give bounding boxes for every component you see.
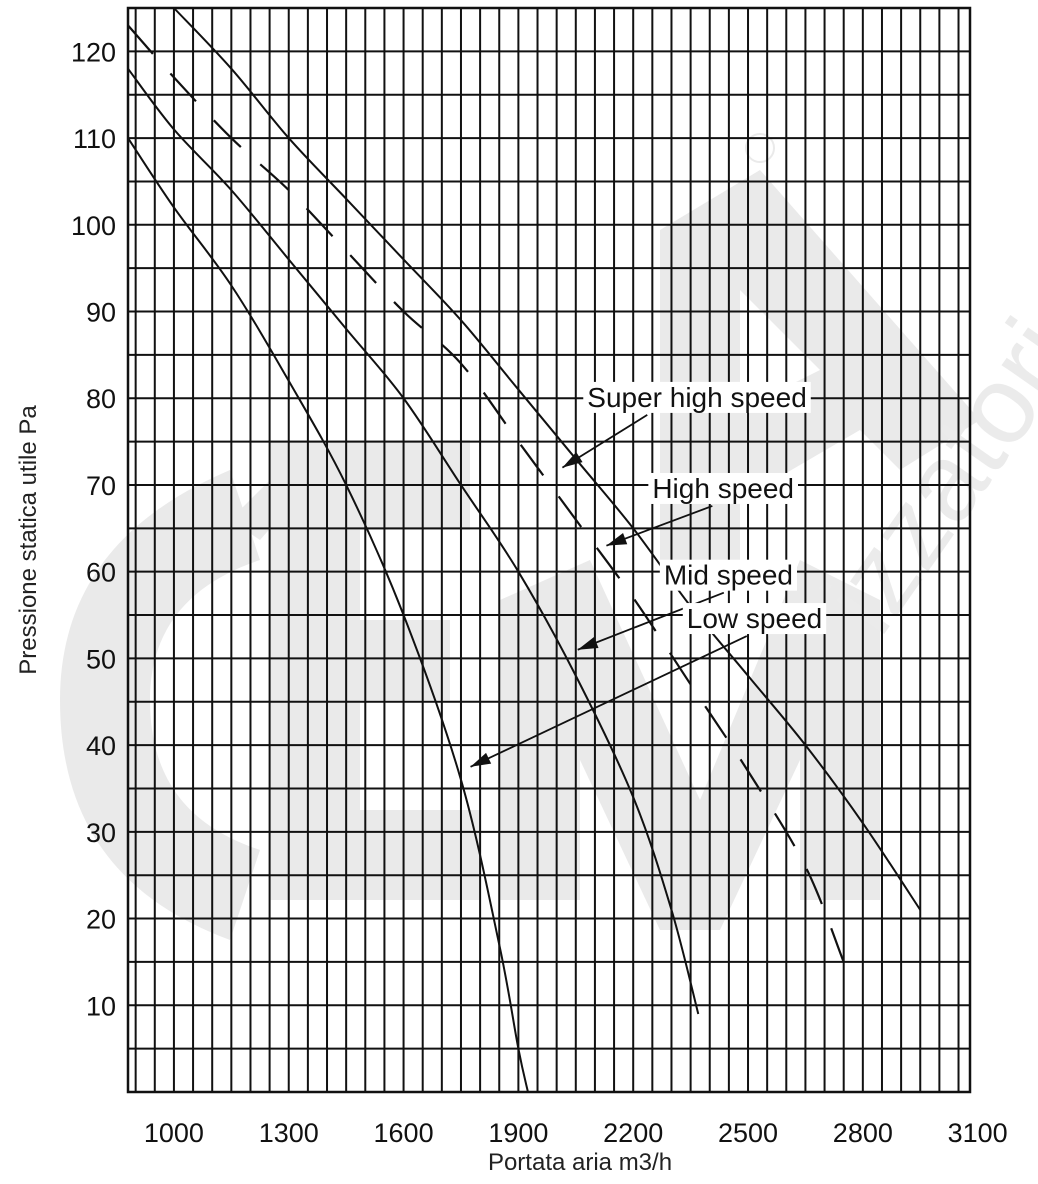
y-tick-label: 50 xyxy=(86,644,116,674)
y-axis-title: Pressione statica utile Pa xyxy=(15,405,42,675)
label-arrowhead xyxy=(562,451,583,468)
y-tick-label: 100 xyxy=(71,211,116,241)
y-tick-label: 80 xyxy=(86,384,116,414)
y-tick-label: 40 xyxy=(86,731,116,761)
x-tick-label: 1300 xyxy=(259,1118,319,1148)
y-tick-label: 20 xyxy=(86,905,116,935)
y-tick-label: 120 xyxy=(71,37,116,67)
series-label: Low speed xyxy=(687,603,822,634)
y-tick-labels: 10 20 30 40 50 60 70 80 90 100 110 120 xyxy=(71,37,116,1021)
y-tick-label: 60 xyxy=(86,558,116,588)
watermark: izzatori d'a xyxy=(60,133,1038,940)
x-axis-title: Portata aria m3/h xyxy=(488,1149,672,1176)
labels-layer: Super high speed High speed Mid speed Low s… xyxy=(470,381,827,768)
label-background xyxy=(583,381,811,413)
y-tick-label: 70 xyxy=(86,471,116,501)
x-tick-label: 2200 xyxy=(603,1118,663,1148)
x-tick-label: 1600 xyxy=(374,1118,434,1148)
x-tick-label: 3100 xyxy=(948,1118,1008,1148)
x-tick-label: 2800 xyxy=(833,1118,893,1148)
plot-frame xyxy=(126,6,972,1094)
label-arrowhead xyxy=(606,533,628,546)
label-arrowhead xyxy=(577,636,599,650)
label-leader-line xyxy=(470,635,748,768)
label-background xyxy=(682,603,827,635)
x-tick-labels: 1000 1300 1600 1900 2200 2500 2800 3100 xyxy=(144,1118,1008,1148)
label-background xyxy=(659,559,798,591)
label-arrowhead xyxy=(470,752,492,767)
y-tick-label: 90 xyxy=(86,298,116,328)
series-layer xyxy=(127,7,922,1093)
series-line-mid-speed xyxy=(127,68,700,1015)
label-leader-line xyxy=(577,591,725,651)
y-tick-label: 30 xyxy=(86,818,116,848)
y-tick-label: 110 xyxy=(73,124,116,154)
series-line-super-high-speed xyxy=(173,7,922,911)
x-tick-label: 1000 xyxy=(144,1118,204,1148)
series-label: Super high speed xyxy=(587,382,807,413)
label-background xyxy=(648,472,798,504)
series-line-high-speed xyxy=(127,24,845,963)
x-tick-label: 1900 xyxy=(488,1118,548,1148)
series-label: High speed xyxy=(652,473,794,504)
series-line-low-speed xyxy=(127,137,529,1093)
y-tick-label: 10 xyxy=(86,991,116,1021)
series-label: Mid speed xyxy=(664,560,793,591)
x-tick-label: 2500 xyxy=(718,1118,778,1148)
